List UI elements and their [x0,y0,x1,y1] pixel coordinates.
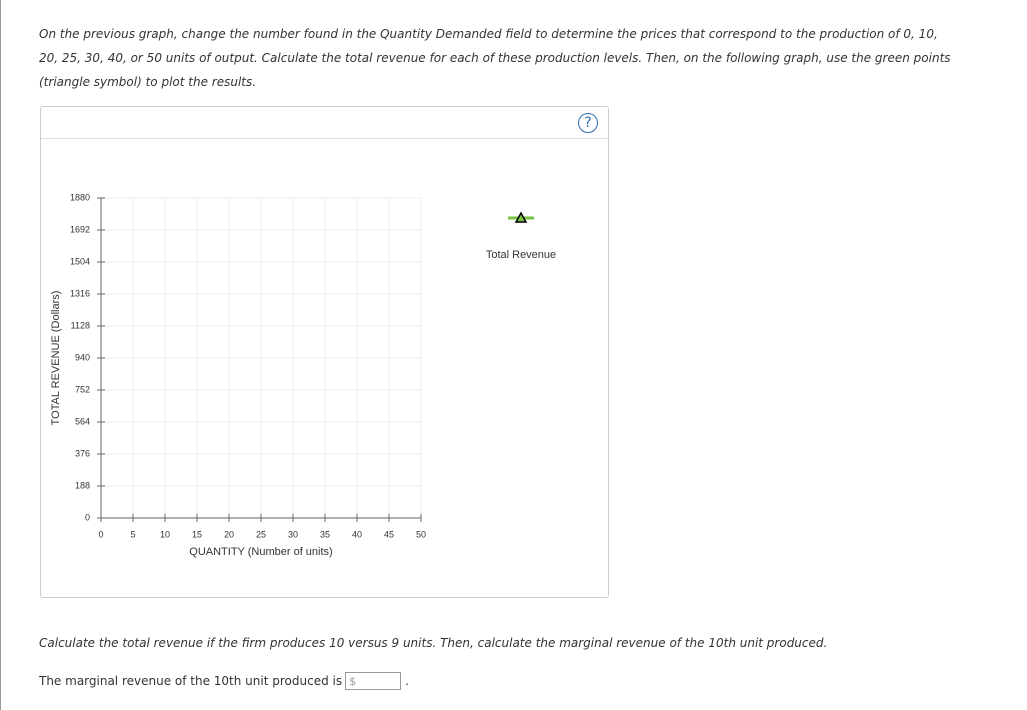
y-tick-label: 1316 [70,288,90,298]
y-tick-label: 752 [75,384,90,394]
answer-input[interactable]: $ [345,672,402,690]
x-tick-label: 10 [160,529,170,539]
y-tick-label: 1880 [70,192,90,202]
y-tick-label: 940 [75,352,90,362]
graph-panel: ? [40,106,609,598]
instructions: On the previous graph, change the number… [39,27,951,89]
legend-label: Total Revenue [486,249,556,261]
x-tick-label: 30 [288,529,298,539]
answer-row: The marginal revenue of the 10th unit pr… [39,672,409,690]
y-tick-label: 564 [75,416,90,426]
y-tick-label: 1504 [70,256,90,266]
legend-marker[interactable] [514,211,528,223]
y-tick-label: 1128 [71,320,90,330]
x-tick-label: 25 [256,529,266,539]
x-tick-label: 5 [130,529,135,539]
x-tick-label: 0 [98,529,103,539]
x-tick-label: 45 [384,529,394,539]
answer-label: The marginal revenue of the 10th unit pr… [39,674,343,688]
x-tick-label: 15 [192,529,202,539]
x-tick-label: 40 [352,529,362,539]
graph-toolbar: ? [41,107,608,139]
answer-suffix: . [405,674,409,688]
x-tick-label: 35 [320,529,330,539]
help-button[interactable]: ? [578,113,598,133]
y-tick-label: 0 [85,512,90,522]
y-axis-label: TOTAL REVENUE (Dollars) [50,291,62,426]
question: Calculate the total revenue if the firm … [39,636,828,650]
x-tick-label: 20 [224,529,234,539]
x-tick-label: 50 [416,529,426,539]
y-tick-label: 1692 [70,224,90,234]
x-axis-label: QUANTITY (Number of units) [189,546,332,558]
y-tick-label: 188 [75,480,90,490]
currency-prefix: $ [349,675,357,688]
y-tick-label: 376 [75,448,90,458]
